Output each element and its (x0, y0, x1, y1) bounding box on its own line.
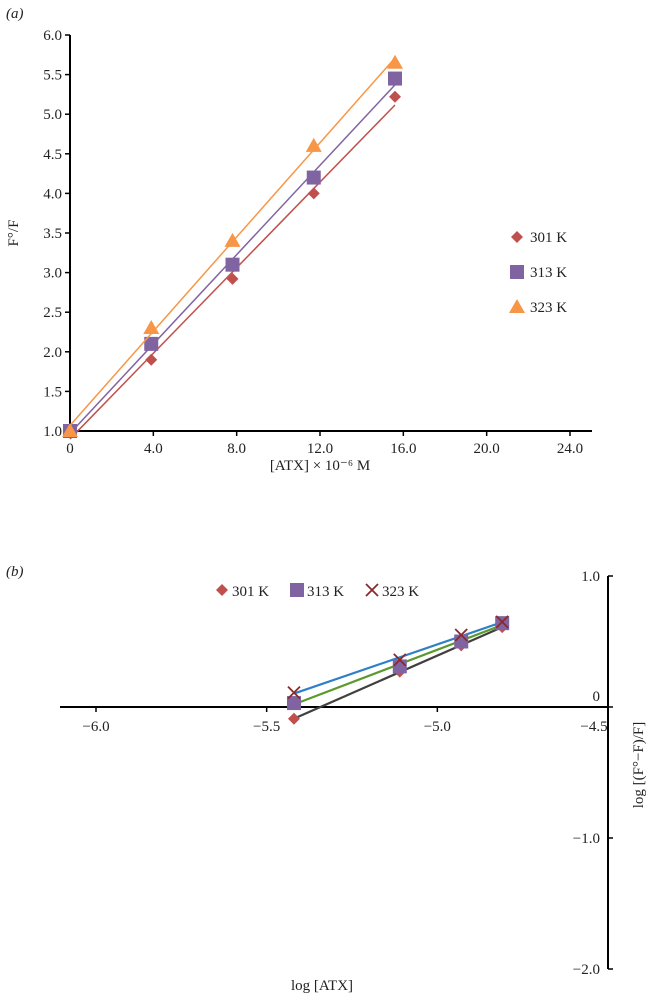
legend-label: 301 K (232, 584, 269, 600)
panel-a-plot: 0 4.0 8.0 12.0 16.0 20.0 24.0 1.0 1.5 2.0 2.5 3.0 3.… (43, 28, 592, 457)
panel-b-title: (b) (6, 564, 24, 580)
x-tick-label: −5.0 (424, 719, 451, 735)
x-tick-label: −5.5 (253, 719, 280, 735)
data-point (495, 616, 510, 631)
trendline-301k (69, 104, 396, 440)
panel-a-ylabel: F°/F (6, 220, 22, 247)
legend-marker (290, 583, 304, 597)
data-point (306, 170, 321, 185)
x-tick-label: 0 (66, 441, 74, 457)
y-tick-label: 3.0 (43, 266, 62, 282)
legend-label: 323 K (382, 584, 419, 600)
y-tick-label: 1.5 (43, 384, 62, 400)
legend-label: 313 K (530, 265, 567, 281)
y-tick-label: 3.5 (43, 226, 62, 242)
panel-b-ylabel: log [(F°−F)/F] (631, 722, 647, 809)
data-point (387, 54, 403, 69)
x-tick-label: 24.0 (557, 441, 583, 457)
y-tick-label: 5.0 (43, 107, 62, 123)
legend-label: 323 K (530, 300, 567, 316)
legend-marker (510, 265, 524, 279)
data-point (389, 90, 401, 103)
y-tick-label: 0 (593, 689, 601, 705)
data-point (225, 257, 240, 272)
y-tick-label: 2.5 (43, 305, 62, 321)
x-tick-label: 16.0 (390, 441, 416, 457)
data-point (307, 187, 320, 200)
y-tick-label: 2.0 (43, 345, 62, 361)
panel-a-xlabel: [ATX] × 10⁻⁶ M (270, 458, 370, 474)
data-point (287, 712, 300, 725)
data-point (305, 137, 322, 152)
x-tick-label: −6.0 (82, 719, 109, 735)
data-point (144, 336, 159, 351)
data-point (143, 320, 160, 335)
data-point (226, 272, 239, 285)
legend-marker (365, 583, 379, 597)
x-tick-label: −4.5 (580, 719, 607, 735)
y-tick-label: 4.5 (43, 147, 62, 163)
y-tick-label: 1.0 (43, 424, 62, 440)
y-tick-label: −2.0 (573, 962, 600, 978)
y-tick-label: 6.0 (43, 28, 62, 44)
data-point (454, 634, 469, 649)
x-tick-label: 20.0 (474, 441, 500, 457)
data-point (145, 353, 158, 366)
panel-b-plot: −6.0 −5.5 −5.0 −4.5 1.0 0 −1.0 −2.0 301 K 313 K 32… (60, 569, 613, 978)
data-point (392, 659, 407, 674)
data-point (62, 423, 78, 437)
data-point (224, 232, 241, 247)
x-tick-label: 4.0 (144, 441, 163, 457)
x-tick-label: 8.0 (227, 441, 246, 457)
y-tick-label: −1.0 (573, 831, 600, 847)
panel-a-title: (a) (6, 6, 24, 22)
legend-marker (509, 299, 525, 313)
y-tick-label: 4.0 (43, 186, 62, 202)
legend-label: 301 K (530, 230, 567, 246)
y-tick-label: 5.5 (43, 68, 62, 84)
data-point (286, 696, 301, 711)
panel-b-xlabel: log [ATX] (291, 978, 353, 994)
data-point (388, 71, 402, 86)
legend-label: 313 K (307, 584, 344, 600)
y-tick-label: 1.0 (581, 569, 600, 585)
data-point (393, 653, 407, 667)
legend-marker (511, 231, 523, 243)
data-point (495, 615, 509, 629)
x-tick-label: 12.0 (307, 441, 333, 457)
data-point (287, 685, 301, 700)
legend-marker (216, 584, 228, 596)
data-point (454, 628, 468, 642)
